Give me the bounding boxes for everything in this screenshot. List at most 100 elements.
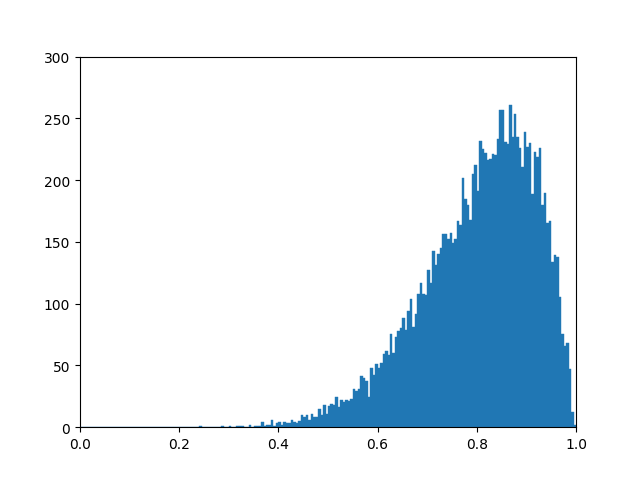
- Bar: [507, 145, 509, 427]
- Bar: [340, 400, 343, 427]
- Bar: [484, 154, 487, 427]
- Bar: [266, 425, 269, 427]
- Bar: [568, 369, 571, 427]
- Bar: [405, 330, 408, 427]
- Bar: [353, 389, 355, 427]
- Bar: [316, 417, 318, 427]
- Bar: [368, 397, 370, 427]
- Bar: [281, 425, 284, 427]
- Bar: [573, 425, 576, 427]
- Bar: [303, 417, 306, 427]
- Bar: [522, 167, 524, 427]
- Bar: [296, 423, 298, 427]
- Bar: [548, 221, 551, 427]
- Bar: [469, 220, 472, 427]
- Bar: [442, 235, 445, 427]
- Bar: [531, 194, 534, 427]
- Bar: [343, 403, 346, 427]
- Bar: [425, 295, 428, 427]
- Bar: [447, 240, 449, 427]
- Bar: [504, 143, 507, 427]
- Bar: [465, 199, 467, 427]
- Bar: [253, 426, 256, 427]
- Bar: [541, 205, 544, 427]
- Bar: [412, 327, 415, 427]
- Bar: [494, 156, 497, 427]
- Bar: [333, 405, 335, 427]
- Bar: [472, 175, 474, 427]
- Bar: [256, 426, 259, 427]
- Bar: [571, 412, 573, 427]
- Bar: [415, 314, 417, 427]
- Bar: [259, 426, 261, 427]
- Bar: [428, 271, 429, 427]
- Bar: [378, 368, 380, 427]
- Bar: [380, 363, 383, 427]
- Bar: [408, 312, 410, 427]
- Bar: [519, 149, 522, 427]
- Bar: [432, 251, 435, 427]
- Bar: [502, 110, 504, 427]
- Bar: [360, 377, 363, 427]
- Bar: [524, 133, 527, 427]
- Bar: [278, 422, 281, 427]
- Bar: [221, 426, 224, 427]
- Bar: [397, 331, 400, 427]
- Bar: [269, 425, 271, 427]
- Bar: [365, 382, 367, 427]
- Bar: [566, 343, 568, 427]
- Bar: [420, 283, 422, 427]
- Bar: [554, 256, 556, 427]
- Bar: [509, 106, 511, 427]
- Bar: [474, 166, 477, 427]
- Bar: [350, 399, 353, 427]
- Bar: [308, 420, 310, 427]
- Bar: [261, 422, 264, 427]
- Bar: [460, 225, 462, 427]
- Bar: [403, 319, 405, 427]
- Bar: [392, 353, 395, 427]
- Bar: [241, 426, 244, 427]
- Bar: [273, 426, 276, 427]
- Bar: [310, 414, 313, 427]
- Bar: [286, 423, 288, 427]
- Bar: [499, 110, 502, 427]
- Bar: [556, 257, 559, 427]
- Bar: [313, 417, 316, 427]
- Bar: [385, 351, 388, 427]
- Bar: [284, 422, 286, 427]
- Bar: [271, 420, 273, 427]
- Bar: [249, 425, 251, 427]
- Bar: [489, 160, 492, 427]
- Bar: [390, 335, 392, 427]
- Bar: [529, 144, 531, 427]
- Bar: [298, 421, 301, 427]
- Bar: [346, 400, 348, 427]
- Bar: [514, 114, 516, 427]
- Bar: [291, 420, 293, 427]
- Bar: [358, 389, 360, 427]
- Bar: [264, 426, 266, 427]
- Bar: [516, 138, 519, 427]
- Bar: [429, 283, 432, 427]
- Bar: [482, 150, 484, 427]
- Bar: [335, 397, 338, 427]
- Bar: [487, 161, 489, 427]
- Bar: [400, 329, 403, 427]
- Bar: [534, 153, 536, 427]
- Bar: [449, 234, 452, 427]
- Bar: [467, 205, 469, 427]
- Bar: [561, 335, 564, 427]
- Bar: [348, 401, 350, 427]
- Bar: [457, 221, 460, 427]
- Bar: [544, 193, 547, 427]
- Bar: [301, 415, 303, 427]
- Bar: [363, 378, 365, 427]
- Bar: [370, 368, 372, 427]
- Bar: [492, 155, 494, 427]
- Bar: [527, 147, 529, 427]
- Bar: [326, 414, 328, 427]
- Bar: [239, 426, 241, 427]
- Bar: [321, 415, 323, 427]
- Bar: [338, 408, 340, 427]
